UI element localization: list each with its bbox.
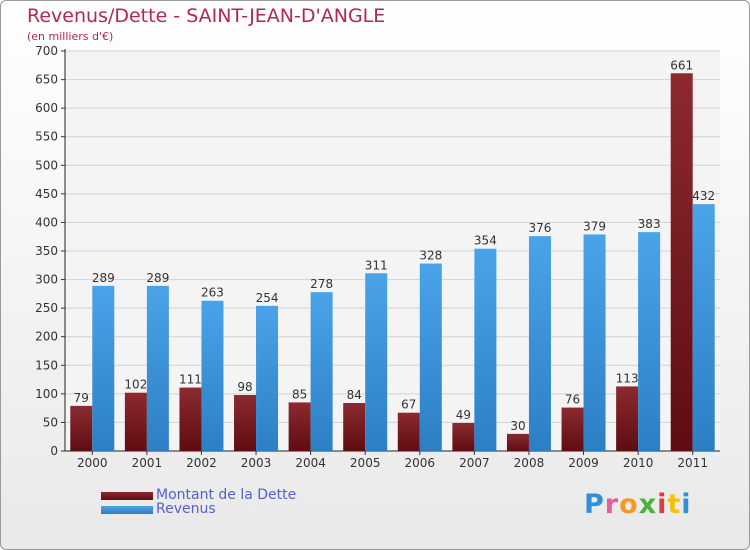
x-tick-label: 2004 (295, 456, 326, 470)
y-tick-label: 0 (50, 444, 58, 458)
debt-bar (397, 412, 420, 451)
y-tick-label: 300 (35, 273, 58, 287)
debt-value-label: 98 (237, 380, 252, 394)
revenus-bar (365, 273, 388, 451)
debt-value-label: 111 (179, 373, 202, 387)
revenus-value-label: 278 (310, 277, 333, 291)
y-tick-label: 500 (35, 158, 58, 172)
debt-value-label: 49 (456, 408, 471, 422)
debt-bar (670, 73, 693, 452)
chart-subtitle: (en milliers d'€) (27, 30, 114, 43)
debt-bar (124, 392, 147, 451)
debt-bar (506, 433, 529, 451)
y-tick-label: 350 (35, 244, 58, 258)
revenus-value-label: 328 (419, 249, 442, 263)
debt-value-label: 85 (292, 387, 307, 401)
x-tick-label: 2011 (677, 456, 708, 470)
logo-letter: o (619, 489, 639, 520)
x-tick-label: 2010 (623, 456, 654, 470)
revenus-value-label: 354 (474, 234, 497, 248)
x-tick-label: 2005 (350, 456, 381, 470)
y-tick-label: 100 (35, 387, 58, 401)
revenus-value-label: 383 (638, 217, 661, 231)
y-tick-label: 650 (35, 73, 58, 87)
x-tick-label: 2002 (186, 456, 217, 470)
y-tick-label: 150 (35, 358, 58, 372)
revenus-bar (692, 204, 715, 451)
legend-label-revenus: Revenus (156, 501, 216, 517)
debt-value-label: 113 (616, 371, 639, 385)
revenus-bar (638, 232, 661, 451)
revenus-bar (201, 300, 224, 451)
proxiti-logo: Proxiti (584, 489, 692, 520)
debt-value-label: 67 (401, 398, 416, 412)
revenus-bar (92, 285, 115, 451)
x-tick-label: 2007 (459, 456, 490, 470)
y-tick-label: 400 (35, 215, 58, 229)
y-tick-label: 550 (35, 130, 58, 144)
debt-bar (234, 395, 257, 451)
y-tick-label: 700 (35, 44, 58, 58)
x-tick-label: 2000 (77, 456, 108, 470)
legend-label-debt: Montant de la Dette (156, 487, 297, 503)
revenus-bar (419, 263, 442, 451)
chart-title: Revenus/Dette - SAINT-JEAN-D'ANGLE (27, 5, 386, 27)
revenus-bar (474, 248, 497, 451)
y-tick-label: 50 (43, 415, 58, 429)
y-tick-label: 450 (35, 187, 58, 201)
revenus-bar (528, 236, 551, 451)
debt-bar (179, 387, 202, 451)
legend-swatch-debt (101, 492, 153, 500)
debt-value-label: 76 (565, 393, 580, 407)
y-tick-label: 250 (35, 301, 58, 315)
revenus-value-label: 376 (529, 221, 552, 235)
debt-bar (616, 386, 639, 451)
revenus-bar (583, 234, 606, 451)
debt-bar (70, 405, 93, 451)
revenus-value-label: 379 (583, 219, 606, 233)
debt-bar (343, 403, 366, 451)
debt-value-label: 661 (670, 58, 693, 72)
y-tick-label: 600 (35, 101, 58, 115)
x-tick-label: 2009 (568, 456, 599, 470)
logo-letter: i (681, 489, 692, 520)
debt-value-label: 102 (124, 378, 147, 392)
x-tick-label: 2006 (405, 456, 436, 470)
logo-letter: P (584, 489, 605, 520)
x-tick-label: 2001 (132, 456, 163, 470)
logo-letter: i (657, 489, 668, 520)
debt-value-label: 84 (347, 388, 362, 402)
debt-bar (561, 407, 584, 451)
revenus-value-label: 263 (201, 286, 224, 300)
y-tick-label: 200 (35, 330, 58, 344)
debt-value-label: 79 (74, 391, 89, 405)
legend-swatch-revenus (101, 506, 153, 514)
revenus-value-label: 311 (365, 258, 388, 272)
revenus-value-label: 289 (92, 271, 115, 285)
debt-bar (452, 423, 475, 451)
x-tick-label: 2003 (241, 456, 272, 470)
revenus-value-label: 289 (146, 271, 169, 285)
revenus-bar (310, 292, 333, 451)
debt-bar (288, 402, 311, 451)
revenus-bar (146, 285, 169, 451)
revenus-value-label: 432 (692, 189, 715, 203)
logo-letter: r (604, 489, 620, 520)
revenus-bar (256, 305, 279, 451)
revenus-value-label: 254 (256, 291, 279, 305)
debt-value-label: 30 (510, 419, 525, 433)
x-tick-label: 2008 (514, 456, 545, 470)
logo-letter: x (638, 489, 658, 520)
logo-letter: t (667, 489, 682, 520)
